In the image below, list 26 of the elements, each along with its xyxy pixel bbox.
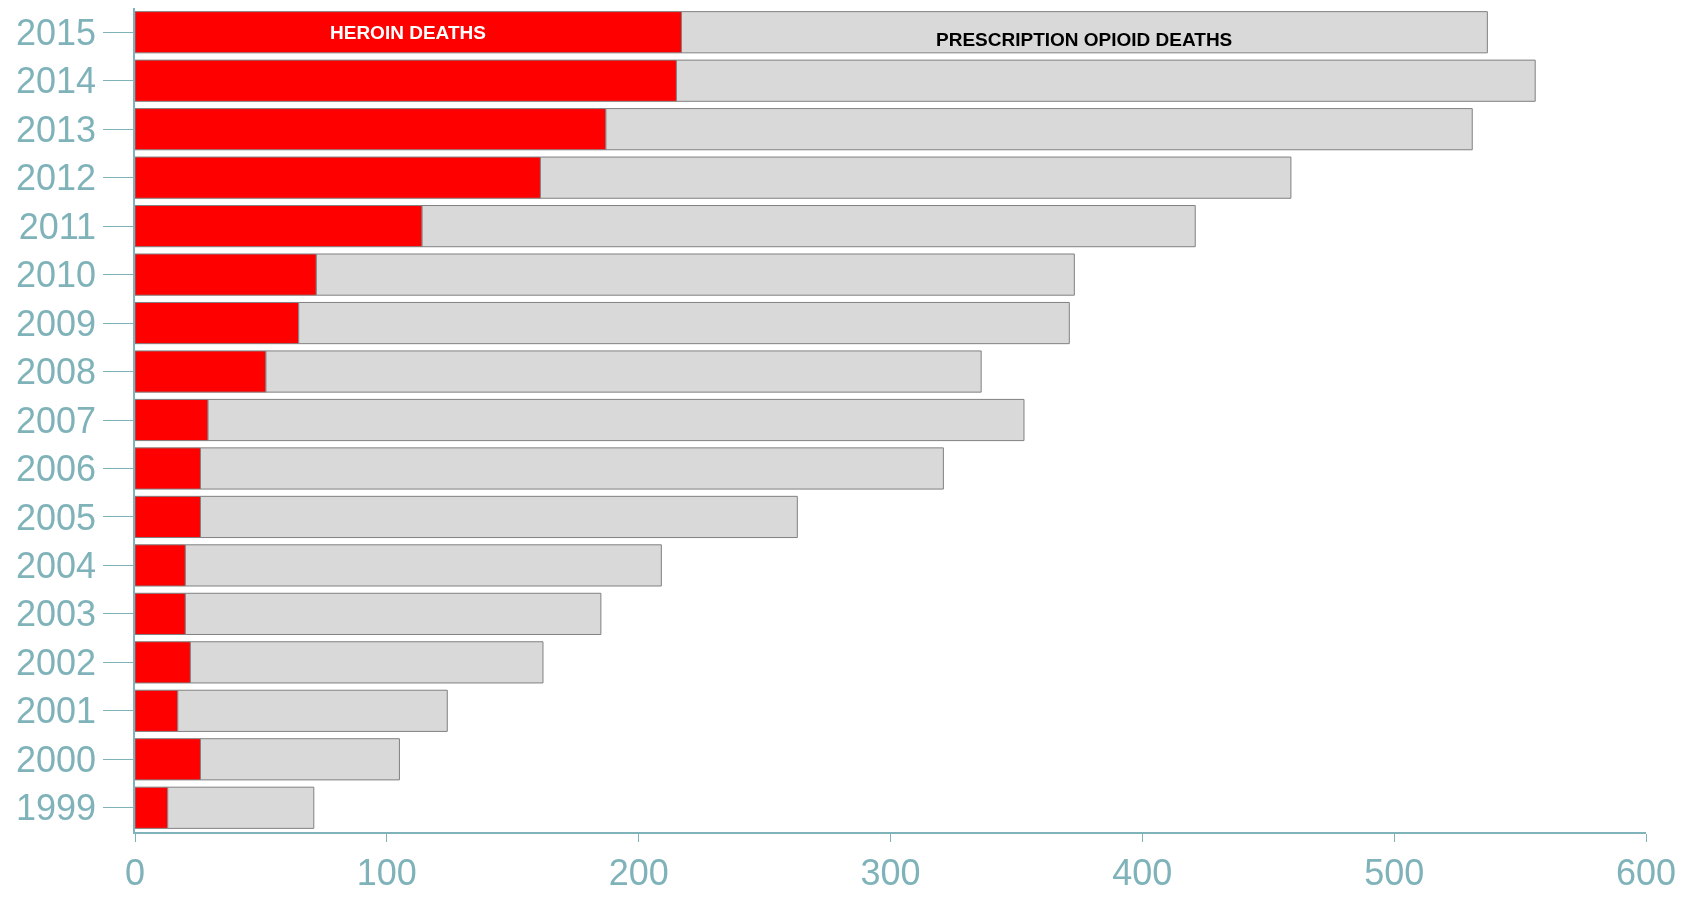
y-tick-label: 2014 xyxy=(15,60,97,102)
x-tick-label: 0 xyxy=(124,851,146,893)
y-tick-label: 2010 xyxy=(15,254,97,296)
y-tick-label: 2011 xyxy=(18,205,97,247)
y-tick-label: 2005 xyxy=(15,496,97,538)
x-tick-label: 400 xyxy=(1112,851,1173,893)
y-tick-label: 2000 xyxy=(15,738,97,780)
y-tick-label: 2003 xyxy=(15,593,97,635)
y-tick-label: 2006 xyxy=(15,448,97,490)
y-tick-label: 1999 xyxy=(15,787,97,829)
y-tick-label: 2013 xyxy=(15,108,97,150)
x-tick-label: 200 xyxy=(608,851,669,893)
series-label: HEROIN DEATHS xyxy=(330,22,486,43)
x-tick-label: 600 xyxy=(1615,851,1677,893)
x-tick-label: 300 xyxy=(860,851,921,893)
y-tick-label: 2012 xyxy=(15,157,97,199)
y-tick-label: 2007 xyxy=(15,399,97,441)
x-tick-label: 100 xyxy=(356,851,417,893)
y-tick-label: 2004 xyxy=(15,545,97,587)
y-tick-label: 2009 xyxy=(15,302,97,344)
series-label: PRESCRIPTION OPIOID DEATHS xyxy=(936,29,1233,50)
y-tick-label: 2008 xyxy=(15,351,97,393)
y-tick-label: 2002 xyxy=(15,641,97,683)
y-tick-label: 2001 xyxy=(15,690,97,732)
y-tick-label: 2015 xyxy=(15,11,97,53)
x-tick-label: 500 xyxy=(1364,851,1425,893)
